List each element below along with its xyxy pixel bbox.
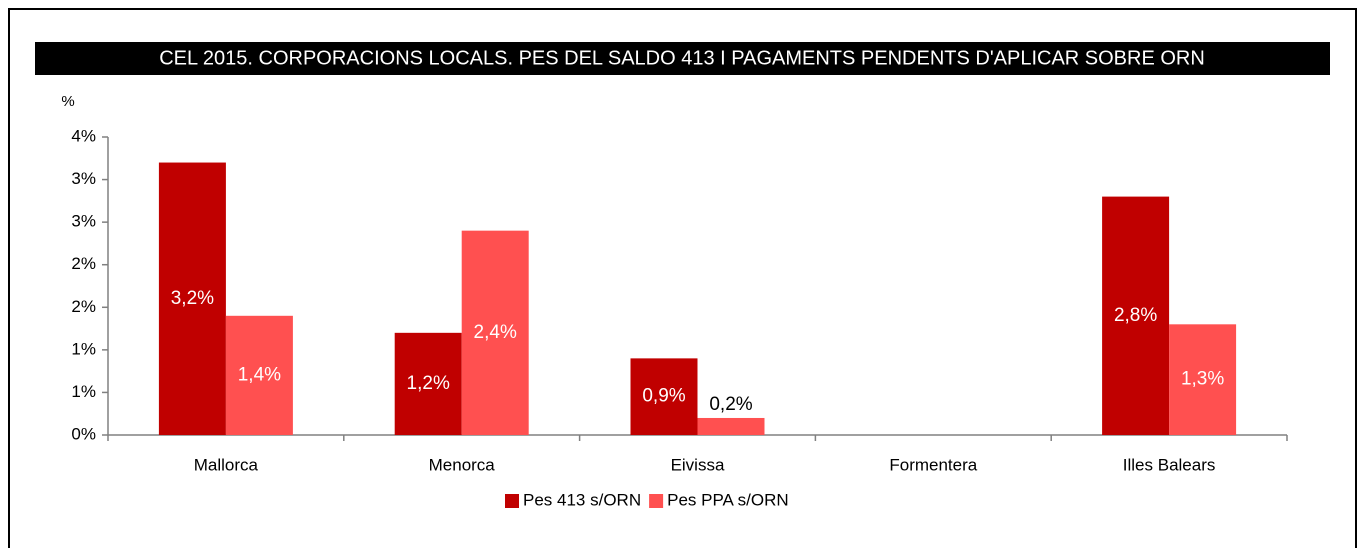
legend-label: Pes 413 s/ORN [523,490,641,509]
y-tick-label: 1% [71,382,96,401]
data-label: 1,4% [238,364,281,385]
data-label: 0,9% [642,386,685,407]
y-tick-label: 3% [71,169,96,188]
bar [1169,324,1237,435]
bar [630,358,698,435]
bar [394,332,462,435]
bar [225,315,293,435]
y-tick-label: 2% [71,297,96,316]
y-tick-label: 2% [71,254,96,273]
legend-swatch [505,494,519,508]
data-label: 3,2% [171,288,214,309]
bar [697,417,765,435]
data-label: 1,3% [1181,369,1224,390]
data-label: 0,2% [709,394,752,415]
x-tick-label: Menorca [429,455,496,474]
title-bar [35,42,1330,75]
frame [8,8,1357,553]
data-label: 2,8% [1114,305,1157,326]
x-tick-label: Formentera [889,455,977,474]
bar [1102,196,1170,435]
bar [461,230,529,435]
y-tick-label: 0% [71,424,96,443]
x-tick-label: Mallorca [194,455,259,474]
data-label: 2,4% [474,322,517,343]
data-label: 1,2% [407,373,450,394]
y-tick-label: 3% [71,212,96,231]
legend-label: Pes PPA s/ORN [667,490,789,509]
legend-swatch [649,494,664,508]
x-tick-label: Illes Balears [1123,455,1216,474]
chart-title: CEL 2015. CORPORACIONS LOCALS. PES DEL S… [159,47,1205,69]
x-tick-label: Eivissa [671,455,725,474]
y-tick-label: 1% [71,339,96,358]
y-tick-label: 4% [71,126,96,145]
y-axis-label: % [61,93,74,110]
bar [158,162,226,436]
